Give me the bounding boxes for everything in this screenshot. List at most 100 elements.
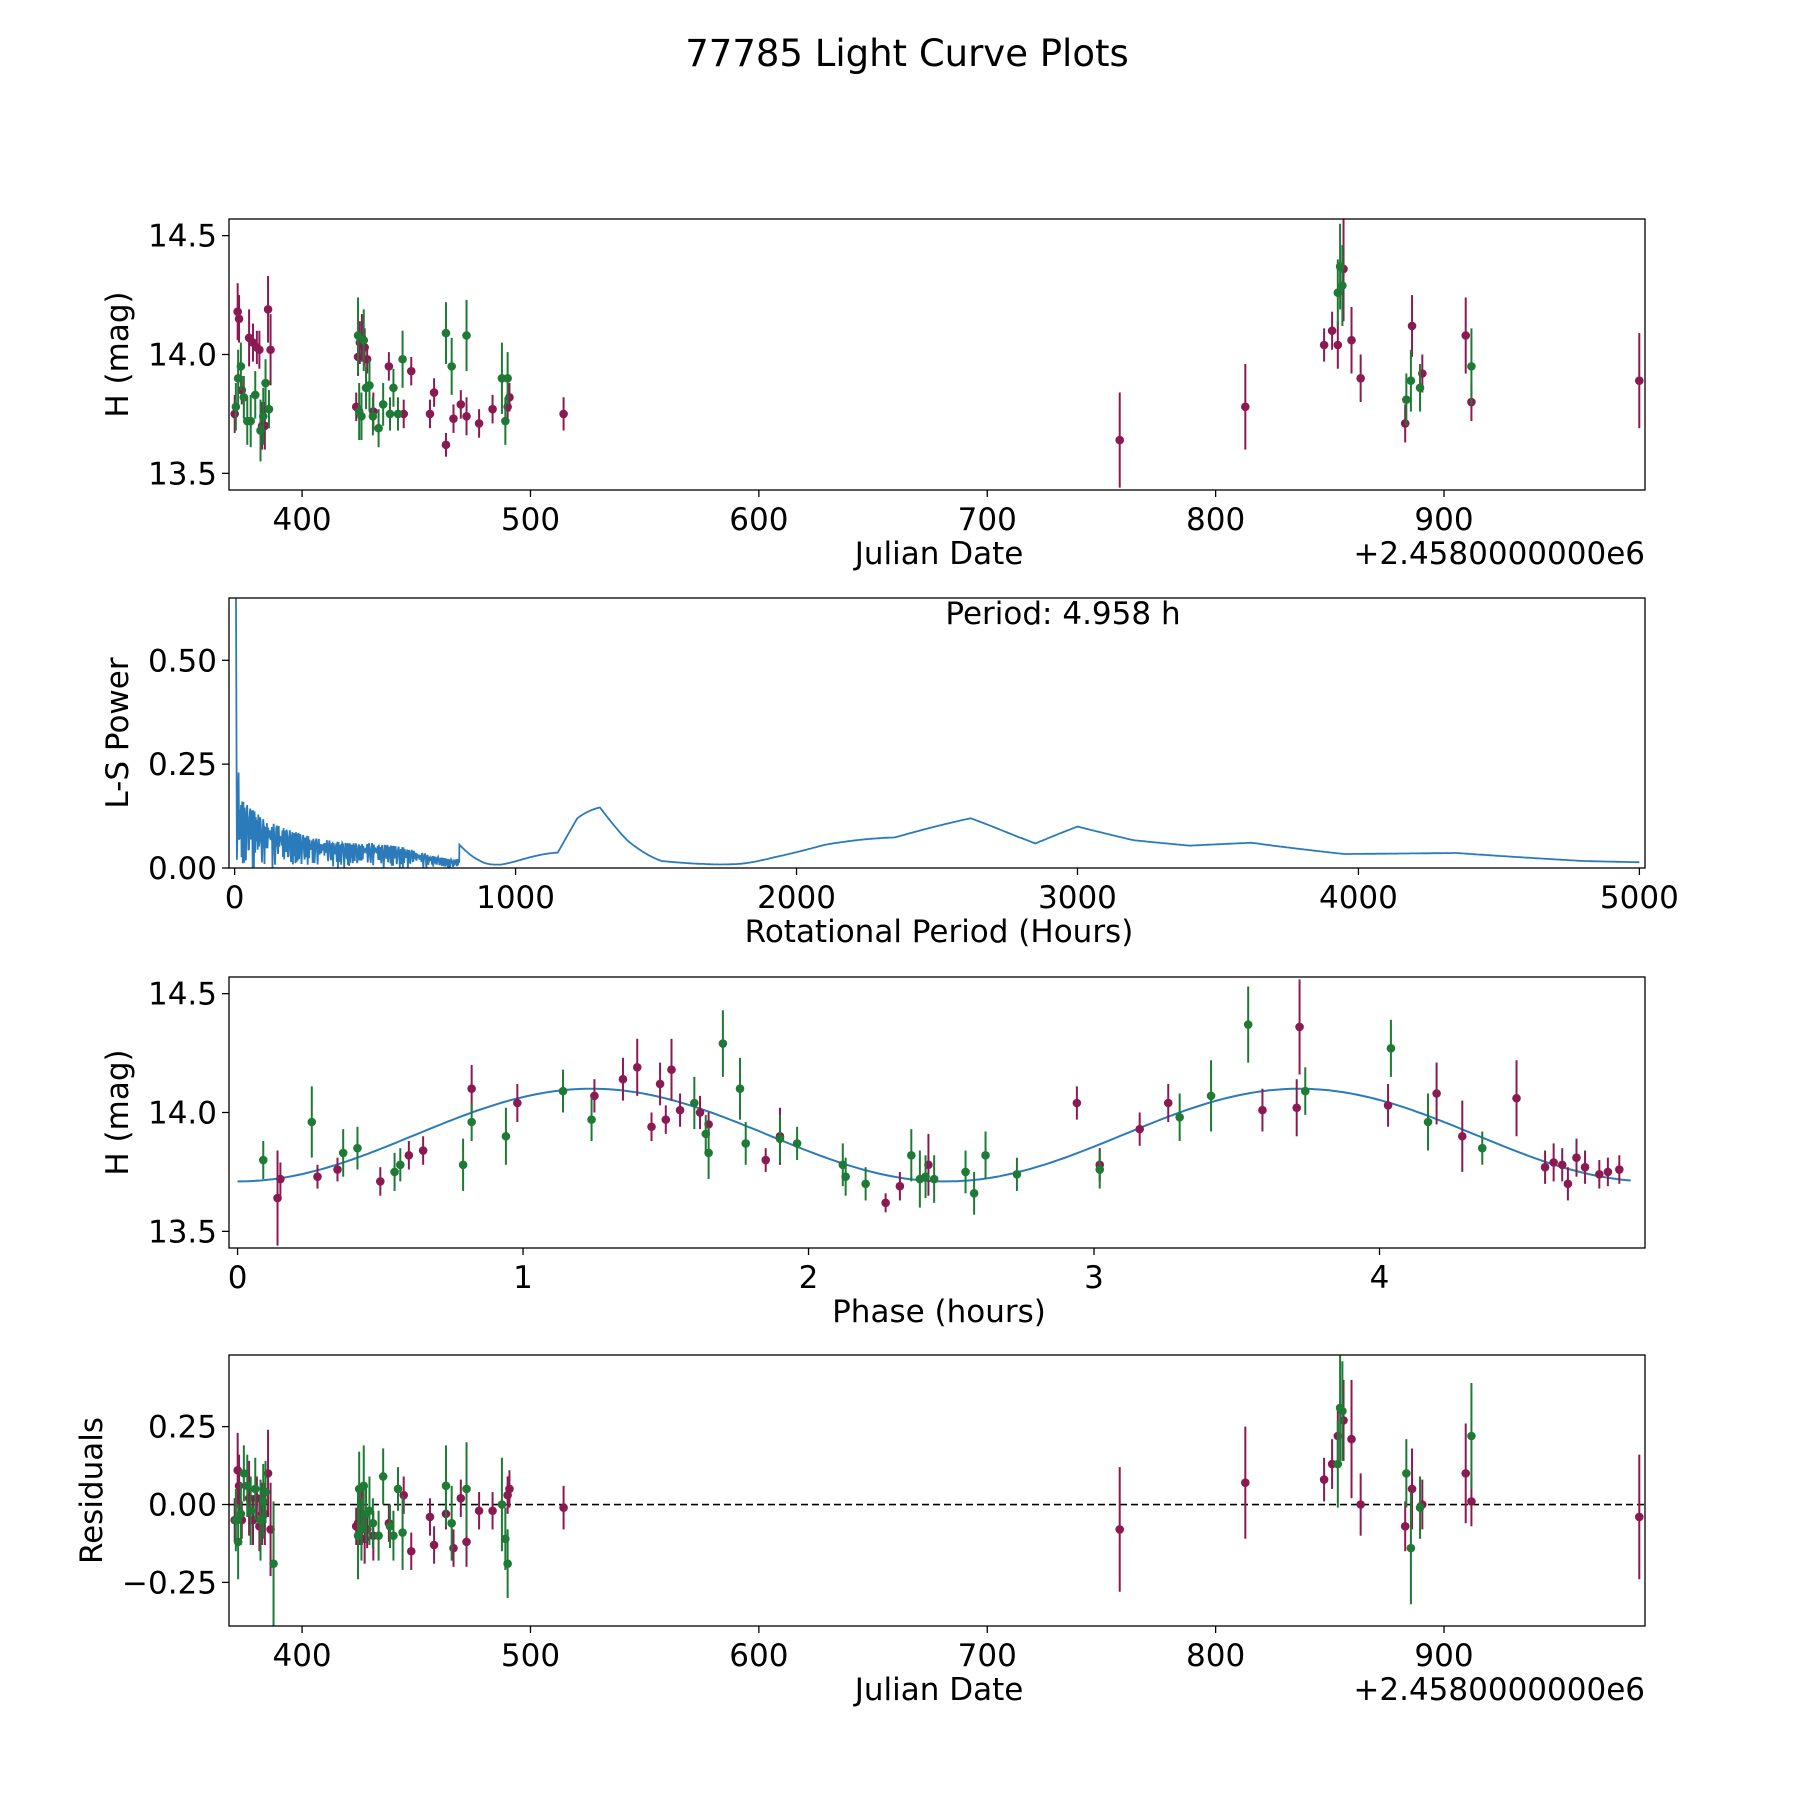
x-tick-label: 5000	[1600, 880, 1679, 916]
data-point	[384, 362, 394, 371]
x-axis-label: Julian Date	[853, 1672, 1024, 1708]
data-point	[376, 1177, 385, 1186]
y-tick-label: 14.5	[148, 219, 217, 255]
data-point	[1241, 402, 1250, 412]
data-point	[1423, 1117, 1433, 1127]
data-point	[1461, 331, 1471, 340]
data-point	[1292, 1103, 1302, 1113]
y-tick-label: 13.5	[148, 1214, 217, 1250]
data-point	[374, 423, 383, 433]
data-point	[559, 1503, 568, 1512]
data-point	[1557, 1160, 1567, 1170]
data-point	[590, 1091, 599, 1101]
data-point	[1549, 1158, 1558, 1167]
data-point	[378, 400, 388, 409]
x-offset-text: +2.4580000000e6	[1353, 536, 1645, 572]
data-point	[718, 1039, 728, 1048]
periodogram-panel: Period: 4.958 h 0 1000 2000 3000 4000 5000 0.00…	[100, 596, 1679, 950]
data-point	[368, 412, 378, 421]
data-point	[1338, 1406, 1347, 1416]
y-tick-label: 0.50	[148, 643, 217, 679]
data-point	[333, 1165, 342, 1174]
data-point	[307, 1117, 317, 1127]
data-point	[895, 1181, 905, 1191]
y-tick-label: 0.25	[148, 747, 217, 783]
data-point	[1603, 1167, 1613, 1177]
x-tick-label: 900	[1414, 1638, 1473, 1674]
data-point	[425, 1512, 435, 1522]
data-point	[841, 1172, 850, 1181]
data-point	[261, 378, 270, 388]
data-point	[1175, 1112, 1184, 1122]
x-tick-label: 400	[272, 1638, 331, 1674]
x-offset-text: +2.4580000000e6	[1353, 1672, 1645, 1708]
residuals-panel: 400 500 600 700 800 900 −0.25 0.00 0.25 Julian Da…	[74, 1354, 1646, 1708]
data-point	[258, 412, 268, 421]
data-point	[618, 1074, 628, 1084]
data-point	[313, 1172, 322, 1181]
y-axis-label: L-S Power	[100, 657, 136, 808]
data-point	[338, 1148, 348, 1158]
plot-area	[235, 598, 1640, 868]
y-axis-label: H (mag)	[100, 1049, 136, 1175]
data-point	[881, 1198, 890, 1208]
data-point	[1634, 1512, 1644, 1522]
data-point	[365, 381, 374, 390]
data-point	[456, 1493, 466, 1503]
y-tick-label: 14.0	[148, 338, 217, 374]
data-point	[488, 404, 497, 414]
y-tick-label: 13.5	[148, 456, 217, 492]
data-point	[395, 1160, 405, 1170]
data-point	[1400, 419, 1410, 428]
data-point	[390, 1167, 399, 1177]
y-tick-label: 0.00	[148, 851, 217, 887]
x-tick-label: 800	[1186, 502, 1245, 538]
data-point	[389, 383, 398, 393]
data-point	[1400, 1522, 1410, 1531]
data-point	[661, 1115, 671, 1124]
data-point	[792, 1139, 802, 1148]
x-tick-label: 800	[1186, 1638, 1245, 1674]
data-point	[462, 1484, 471, 1494]
data-point	[474, 1506, 484, 1516]
plot-area	[229, 1355, 1645, 1626]
data-point	[1243, 1020, 1253, 1029]
data-point	[1457, 1131, 1467, 1141]
data-point	[393, 1484, 403, 1494]
data-point	[1402, 395, 1411, 404]
data-point	[655, 1079, 665, 1089]
data-point	[1115, 1525, 1125, 1534]
data-point	[1327, 326, 1337, 336]
data-point	[1241, 1478, 1250, 1488]
data-point	[1406, 376, 1416, 385]
data-point	[1319, 340, 1329, 350]
data-point	[632, 1063, 642, 1072]
data-point	[263, 305, 273, 314]
data-point	[456, 400, 466, 409]
data-point	[1540, 1162, 1550, 1172]
data-point	[501, 1131, 511, 1141]
data-point	[907, 1150, 916, 1160]
x-tick-label: 600	[729, 502, 788, 538]
data-point	[1072, 1098, 1082, 1108]
data-point	[269, 1559, 278, 1569]
data-point	[258, 1155, 268, 1165]
data-point	[1402, 1469, 1411, 1478]
data-point	[1095, 1165, 1105, 1174]
x-axis-label: Phase (hours)	[832, 1294, 1046, 1330]
data-point	[418, 1146, 428, 1155]
data-point	[467, 1084, 476, 1094]
data-point	[1467, 362, 1476, 371]
data-point	[1467, 1497, 1476, 1506]
data-point	[374, 1531, 383, 1540]
x-tick-label: 500	[501, 502, 560, 538]
data-point	[449, 1543, 458, 1553]
plot-area	[237, 979, 1631, 1246]
x-tick-label: 4000	[1319, 880, 1398, 916]
data-point	[513, 1098, 522, 1108]
y-axis-label: H (mag)	[100, 291, 136, 417]
data-point	[264, 404, 274, 414]
data-point	[501, 416, 510, 426]
x-tick-label: 900	[1414, 502, 1473, 538]
